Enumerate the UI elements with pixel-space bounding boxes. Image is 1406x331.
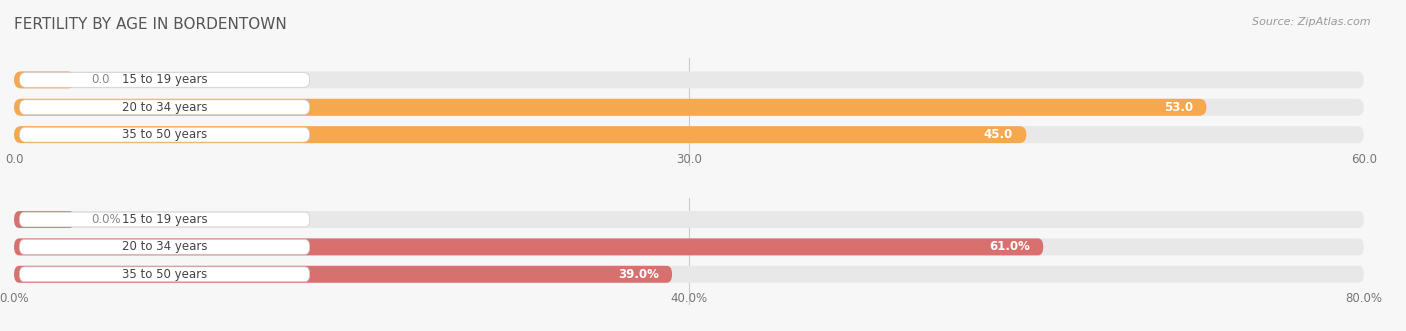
Text: FERTILITY BY AGE IN BORDENTOWN: FERTILITY BY AGE IN BORDENTOWN	[14, 17, 287, 31]
FancyBboxPatch shape	[14, 266, 1364, 283]
FancyBboxPatch shape	[20, 212, 309, 227]
Text: 20 to 34 years: 20 to 34 years	[122, 240, 207, 254]
Text: 15 to 19 years: 15 to 19 years	[122, 213, 207, 226]
FancyBboxPatch shape	[14, 71, 75, 88]
FancyBboxPatch shape	[20, 72, 309, 87]
Text: 35 to 50 years: 35 to 50 years	[122, 268, 207, 281]
Text: 53.0: 53.0	[1164, 101, 1192, 114]
FancyBboxPatch shape	[14, 126, 1026, 143]
FancyBboxPatch shape	[20, 240, 309, 254]
Text: 35 to 50 years: 35 to 50 years	[122, 128, 207, 141]
Text: 0.0%: 0.0%	[91, 213, 121, 226]
Text: Source: ZipAtlas.com: Source: ZipAtlas.com	[1253, 17, 1371, 26]
FancyBboxPatch shape	[14, 71, 1364, 88]
FancyBboxPatch shape	[20, 267, 309, 282]
Text: 61.0%: 61.0%	[988, 240, 1029, 254]
FancyBboxPatch shape	[14, 238, 1043, 256]
FancyBboxPatch shape	[14, 99, 1206, 116]
Text: 39.0%: 39.0%	[617, 268, 658, 281]
FancyBboxPatch shape	[14, 266, 672, 283]
FancyBboxPatch shape	[14, 211, 75, 228]
Text: 20 to 34 years: 20 to 34 years	[122, 101, 207, 114]
FancyBboxPatch shape	[20, 127, 309, 142]
FancyBboxPatch shape	[14, 211, 1364, 228]
Text: 45.0: 45.0	[984, 128, 1012, 141]
Text: 15 to 19 years: 15 to 19 years	[122, 73, 207, 86]
Text: 0.0: 0.0	[91, 73, 110, 86]
FancyBboxPatch shape	[14, 238, 1364, 256]
FancyBboxPatch shape	[20, 100, 309, 115]
FancyBboxPatch shape	[14, 126, 1364, 143]
FancyBboxPatch shape	[14, 99, 1364, 116]
